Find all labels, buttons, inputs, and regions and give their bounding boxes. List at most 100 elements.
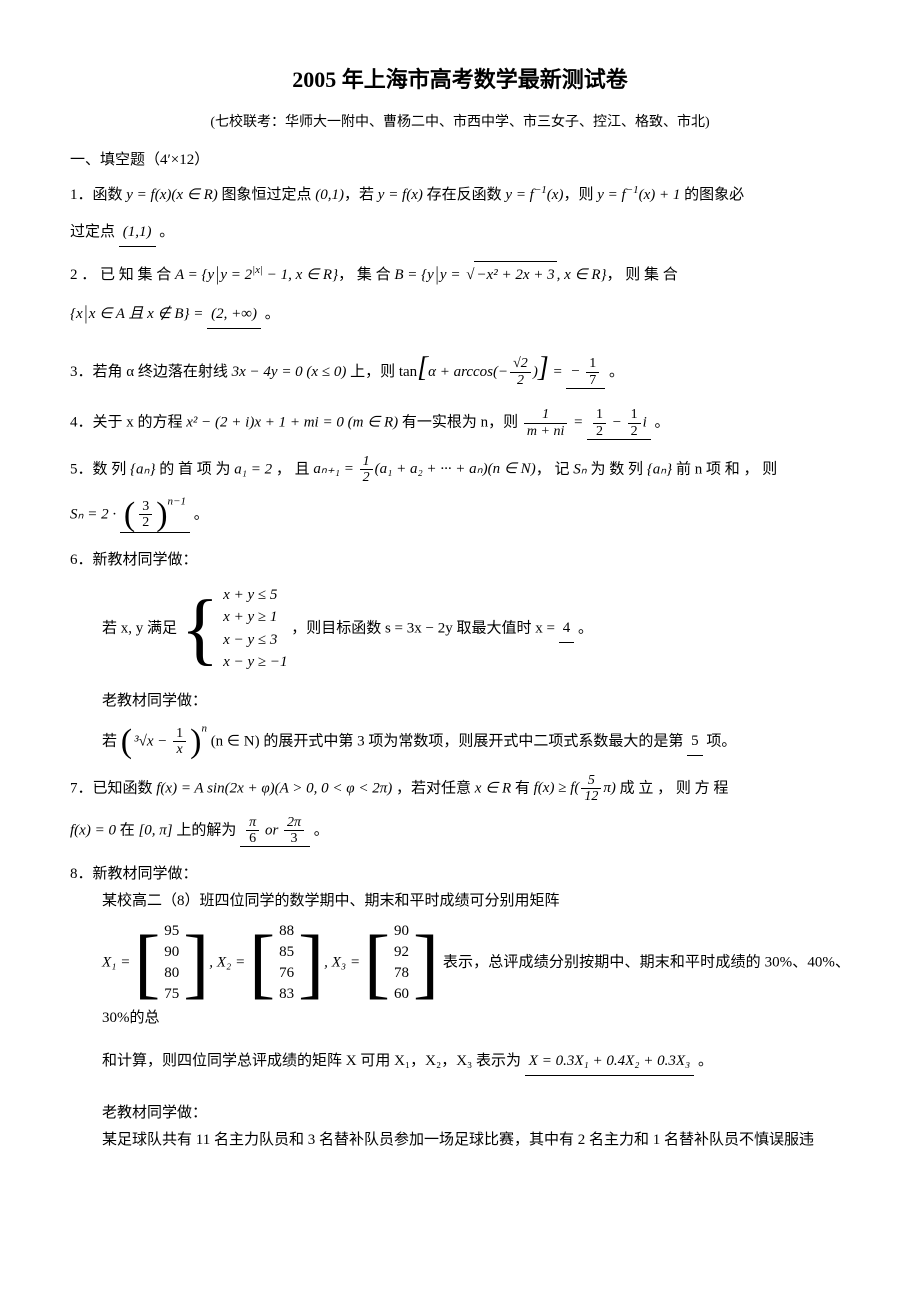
- p7-line2-c: 上的解为: [173, 822, 241, 838]
- p6-constraints: { x + y ≤ 5 x + y ≥ 1 x − y ≤ 3 x − y ≥ …: [181, 584, 288, 674]
- p2-set-a: A = {y|y = 2|x| − 1, x ∈ R}: [175, 267, 338, 283]
- problem-6: 6．新教材同学做： 若 x, y 满足 { x + y ≤ 5 x + y ≥ …: [70, 547, 850, 759]
- p4-period: 。: [651, 415, 670, 431]
- problem-7: 7．已知函数 f(x) = A sin(2x + φ)(A > 0, 0 < φ…: [70, 773, 850, 848]
- p6-lead: 6．新教材同学做：: [70, 547, 850, 574]
- p4-answer: 12 − 12i: [587, 407, 651, 440]
- p6-answer2: 5: [687, 728, 703, 756]
- p3-eq: =: [549, 364, 567, 380]
- p3-text-a: 3．若角 α 终边落在射线: [70, 364, 232, 380]
- p6-old-b: (n ∈ N) 的展开式中第 3 项为常数项，则展开式中二项式系数最大的是第: [207, 733, 687, 749]
- problem-1: 1．函数 y = f(x)(x ∈ R) 图象恒过定点 (0,1)，若 y = …: [70, 182, 850, 247]
- p6-old-expr: (³√x − 1x): [121, 725, 202, 759]
- p5-answer: (32)n−1: [120, 498, 190, 533]
- p3-answer: − 17: [566, 356, 605, 389]
- p7-text-c: 有: [511, 780, 534, 796]
- p7-period: 。: [310, 822, 329, 838]
- p1-pt1: (0,1): [315, 187, 344, 203]
- p6-old-c: 项。: [703, 733, 737, 749]
- p8-x3-label: , X₃ =: [324, 955, 364, 971]
- p5-seq: {aₙ}: [130, 461, 155, 477]
- p6-c2: x + y ≥ 1: [223, 606, 287, 629]
- problem-3: 3．若角 α 终边落在射线 3x − 4y = 0 (x ≤ 0) 上，则 ta…: [70, 343, 850, 393]
- p6-line-a: 若 x, y 满足: [102, 620, 181, 636]
- p5-rec: aₙ₊₁ = 12(a₁ + a₂ + ··· + aₙ)(n ∈ N): [313, 461, 535, 477]
- p3-expr1: 3x − 4y = 0 (x ≤ 0): [232, 364, 347, 380]
- p6-c4: x − y ≥ −1: [223, 651, 287, 674]
- p1-text-e: ，则: [563, 187, 597, 203]
- p5-sn: Sₙ: [573, 461, 586, 477]
- p7-text-d: 成 立 ， 则 方 程: [616, 780, 729, 796]
- p7-answer: π6 or 2π3: [240, 815, 310, 848]
- p1-period: 。: [156, 224, 175, 240]
- p6-answer1: 4: [559, 615, 575, 643]
- p1-answer: (1,1): [119, 219, 156, 247]
- p7-ineq: f(x) ≥ f(512π): [534, 780, 616, 796]
- p5-text-b: 的 首 项 为: [156, 461, 235, 477]
- p5-text-f: 前 n 项 和 ， 则: [672, 461, 777, 477]
- p7-expr: f(x) = A sin(2x + φ)(A > 0, 0 < φ < 2π): [156, 780, 392, 796]
- p1-text-b: 图象恒过定点: [218, 187, 316, 203]
- p5-period: 。: [190, 506, 209, 522]
- p8-period: 。: [694, 1053, 713, 1069]
- p8-lead: 8．新教材同学做：: [70, 861, 850, 888]
- p5-seq2: {aₙ}: [647, 461, 672, 477]
- p1-expr3: y = f−1(x): [505, 187, 563, 203]
- p1-expr4: y = f−1(x) + 1: [597, 187, 680, 203]
- doc-title: 2005 年上海市高考数学最新测试卷: [70, 60, 850, 100]
- p7-intv: [0, π]: [138, 822, 172, 838]
- p8-matrix-1: [95908075]: [134, 921, 209, 1005]
- p1-text-d: 存在反函数: [423, 187, 506, 203]
- p3-period: 。: [605, 364, 624, 380]
- p5-text-c: ， 且: [272, 461, 313, 477]
- p6-old-a: 若: [102, 733, 121, 749]
- p1-text-g: 过定点: [70, 224, 119, 240]
- p5-a1: a₁ = 2: [234, 461, 272, 477]
- p5-text-e: 为 数 列: [587, 461, 647, 477]
- p2-period: 。: [261, 306, 280, 322]
- p3-tan: tan[α + arccos(−√22)]: [399, 364, 549, 380]
- p5-text-d: ， 记: [536, 461, 574, 477]
- section-1-heading: 一、填空题（4′×12）: [70, 147, 850, 174]
- p8-x1-label: X₁ =: [102, 955, 134, 971]
- problem-8: 8．新教材同学做： 某校高二（8）班四位同学的数学期中、期末和平时成绩可分别用矩…: [70, 861, 850, 1154]
- p4-text-a: 4．关于 x 的方程: [70, 415, 186, 431]
- p7-text-a: 7．已知函数: [70, 780, 156, 796]
- p4-text-b: 有一实根为 n，则: [398, 415, 522, 431]
- p5-ans-lhs: Sₙ = 2 ·: [70, 506, 120, 522]
- p2-set-b: B = {y|y = −x² + 2x + 3, x ∈ R}: [394, 267, 606, 283]
- p8-line2-a: 和计算，则四位同学总评成绩的矩阵 X 可用 X₁，X₂，X₃ 表示为: [102, 1053, 525, 1069]
- p8-old-lead: 老教材同学做：: [70, 1100, 850, 1127]
- p6-c3: x − y ≤ 3: [223, 629, 287, 652]
- p2-text-b: ， 集 合: [338, 267, 394, 283]
- p8-answer: X = 0.3X₁ + 0.4X₂ + 0.3X₃: [525, 1048, 694, 1076]
- p7-line2-a: f(x) = 0: [70, 822, 116, 838]
- p6-period: 。: [574, 620, 593, 636]
- p4-eq: =: [569, 415, 587, 431]
- p1-expr1: y = f(x)(x ∈ R): [126, 187, 217, 203]
- p8-intro: 某校高二（8）班四位同学的数学期中、期末和平时成绩可分别用矩阵: [70, 888, 850, 915]
- p6-old-lead: 老教材同学做：: [70, 688, 850, 715]
- problem-4: 4．关于 x 的方程 x² − (2 + i)x + 1 + mi = 0 (m…: [70, 407, 850, 440]
- problem-5: 5．数 列 {aₙ} 的 首 项 为 a₁ = 2 ， 且 aₙ₊₁ = 12(…: [70, 454, 850, 533]
- p2-text-c: ， 则 集 合: [607, 267, 678, 283]
- p3-text-b: 上，则: [346, 364, 399, 380]
- doc-subtitle: (七校联考：华师大一附中、曹杨二中、市西中学、市三女子、控江、格致、市北): [70, 110, 850, 135]
- p2-set-result: {x|x ∈ A 且 x ∉ B} =: [70, 306, 207, 322]
- p7-text-b: ，若对任意: [392, 780, 475, 796]
- p5-text-a: 5．数 列: [70, 461, 130, 477]
- p1-text: 1．函数: [70, 187, 126, 203]
- p6-line-b: ，则目标函数 s = 3x − 2y 取最大值时 x =: [291, 620, 558, 636]
- p8-matrix-2: [88857683]: [249, 921, 324, 1005]
- p2-text-a: 2 ． 已 知 集 合: [70, 267, 175, 283]
- p4-expr: x² − (2 + i)x + 1 + mi = 0 (m ∈ R): [186, 415, 398, 431]
- p1-text-c: ，若: [344, 187, 378, 203]
- p2-answer: (2, +∞): [207, 301, 261, 329]
- p8-x2-label: , X₂ =: [209, 955, 249, 971]
- p8-matrix-3: [90927860]: [364, 921, 439, 1005]
- p4-frac: 1m + ni: [524, 407, 567, 439]
- p8-old-text: 某足球队共有 11 名主力队员和 3 名替补队员参加一场足球比赛，其中有 2 名…: [70, 1127, 850, 1154]
- problem-2: 2 ． 已 知 集 合 A = {y|y = 2|x| − 1, x ∈ R}，…: [70, 261, 850, 329]
- p1-text-f: 的图象必: [680, 187, 744, 203]
- p7-line2-b: 在: [116, 822, 139, 838]
